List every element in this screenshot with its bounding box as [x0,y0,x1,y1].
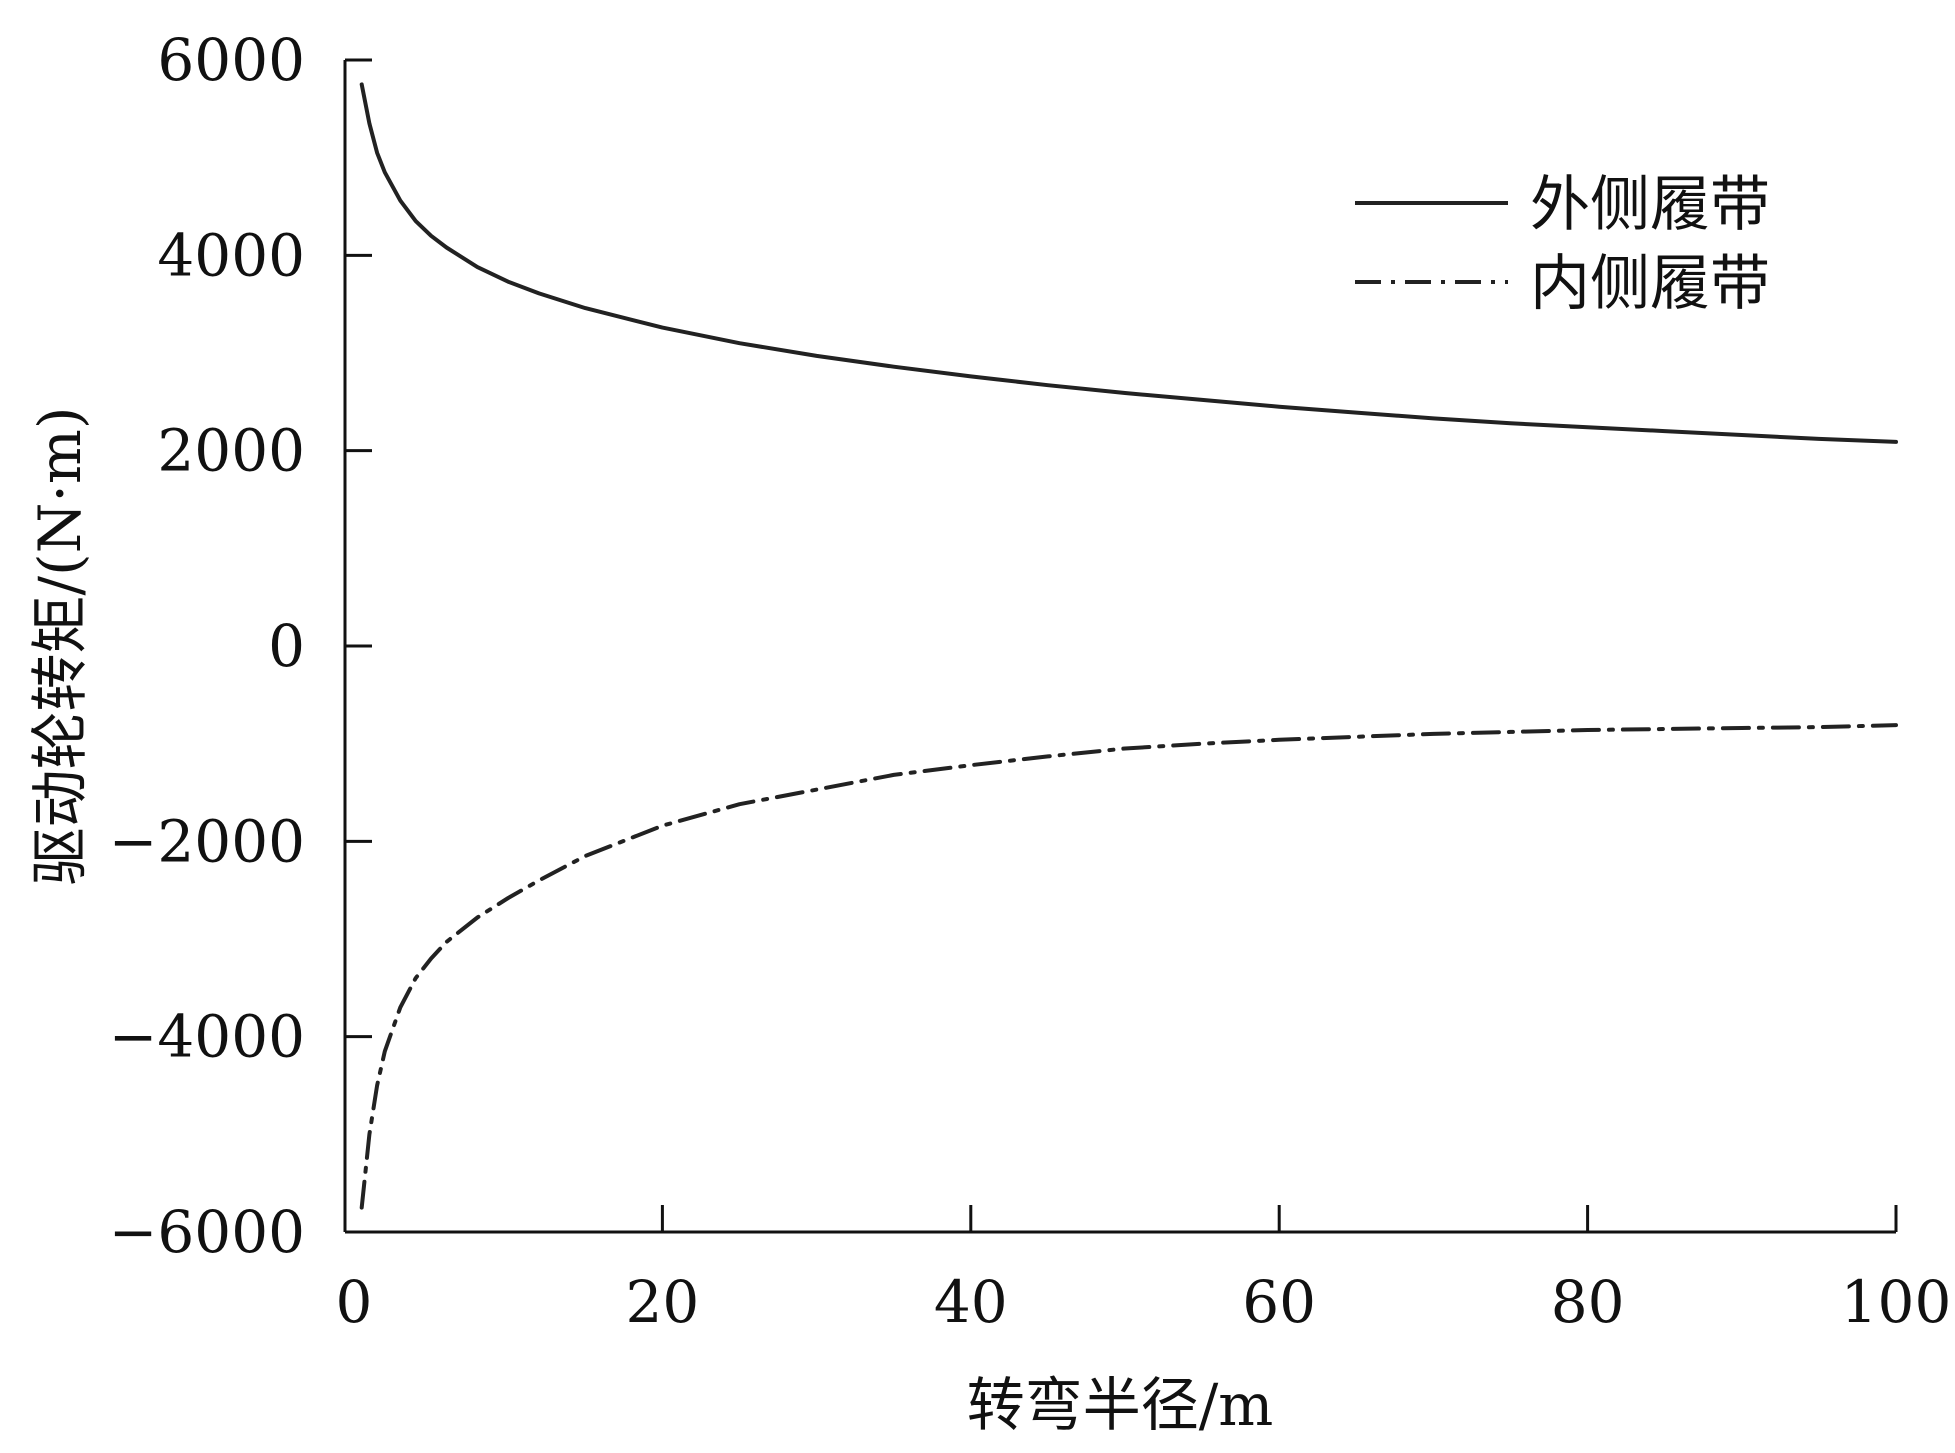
y-tick-label: −6000 [109,1198,305,1266]
series-line-inner [359,723,1898,1210]
y-tick-label: 0 [268,612,305,680]
series-line-outer [359,82,1898,444]
x-tick-label: 0 [336,1268,373,1336]
legend: 外侧履带 内侧履带 [1355,170,1770,319]
y-tick-label: 4000 [157,221,305,289]
y-tick-label: −4000 [109,1003,305,1071]
plot-area: 6000 4000 2000 0 −2000 −4000 −6000 0 20 40 60 80 10… [109,26,1952,1336]
x-tick-label: 60 [1242,1268,1316,1336]
y-axis-title: 驱动轮转矩/(N·m) [26,407,94,886]
y-tick-label: 2000 [157,417,305,485]
x-ticks: 0 20 40 60 80 100 [336,1205,1952,1336]
x-tick-label: 20 [625,1268,699,1336]
x-tick-label: 100 [1841,1268,1952,1336]
series-layer [359,82,1898,1210]
x-tick-label: 40 [934,1268,1008,1336]
y-tick-label: 6000 [157,26,305,94]
x-tick-label: 80 [1551,1268,1625,1336]
x-axis-title: 转弯半径/m [967,1371,1274,1439]
legend-label-outer: 外侧履带 [1530,170,1770,240]
legend-label-inner: 内侧履带 [1530,249,1770,319]
y-ticks: 6000 4000 2000 0 −2000 −4000 −6000 [109,26,372,1266]
y-tick-label: −2000 [109,807,305,875]
